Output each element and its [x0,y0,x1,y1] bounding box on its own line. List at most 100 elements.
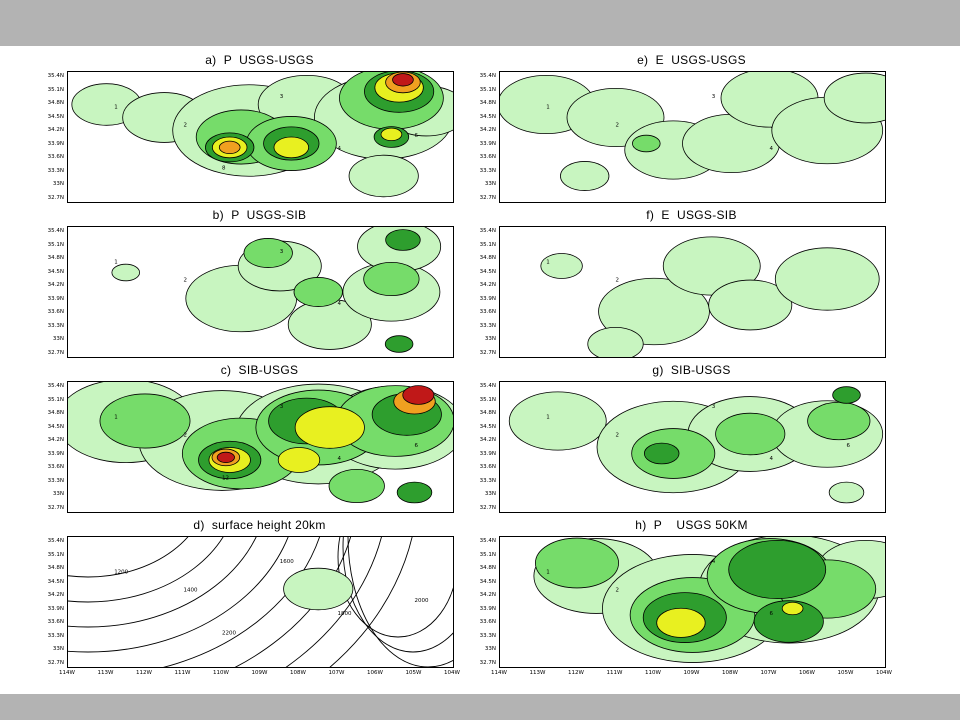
contour-region-level-1 [587,326,644,357]
y-tick-label: 35.4N [47,538,64,544]
contour-value-label: 2 [616,433,620,439]
x-tick-label: 106W [367,670,383,676]
contour-map-svg: 1200 1400 1600 1800 2000 2200 [68,537,453,667]
contour-map-frame: 1 2 4 6 [499,536,886,668]
contour-value-label: 2 [184,123,188,129]
contour-region-level-4 [781,601,804,616]
contour-value-label: 4 [338,301,342,307]
y-tick-label: 33N [52,181,64,188]
x-tick-label: 112W [136,670,152,676]
x-tick-label: 105W [837,670,854,676]
contour-region-level-1 [508,391,607,451]
panel-title: a) P USGS-USGS [205,53,314,67]
contour-region-level-1 [828,481,865,504]
y-tick-label: 33.6N [47,154,64,161]
contour-region-level-3 [384,335,414,353]
x-tick-label: 114W [59,670,75,676]
x-tick-label: 104W [876,670,892,676]
contour-region-level-2 [363,261,420,297]
contour-value-label: 1 [546,259,550,265]
contour-region-level-1 [348,154,419,198]
y-tick-label: 33N [484,336,496,343]
y-tick-label: 33N [52,491,64,498]
y-tick-label: 34.8N [47,565,64,572]
contour-region-level-6 [216,451,235,464]
contour-value-label: 12 [222,476,229,482]
x-tick-label: 106W [799,670,815,676]
contour-region-level-2 [535,537,619,589]
contour-region-level-2 [243,238,293,268]
iso-line [68,537,289,653]
y-tick-label: 33.3N [47,322,64,329]
iso-line [163,537,320,667]
contour-value-label: 3 [280,404,284,410]
contour-region-level-2 [807,401,871,441]
y-tick-label: 33.9N [47,605,64,612]
y-tick-label: 33N [52,646,64,653]
y-tick-label: 33.6N [47,464,64,471]
contour-value-label: 1 [114,414,118,420]
x-tick-label: 107W [328,670,345,676]
y-tick-label: 33.9N [479,295,496,302]
contour-map-svg: 1 2 4 6 [533,537,885,663]
y-tick-label: 32.7N [47,195,64,201]
panel-title: d) surface height 20km [193,518,326,532]
bottom-gray-band [0,694,960,720]
y-tick-label: 35.4N [479,73,496,79]
contour-region-level-1 [283,567,354,611]
contour-value-label: 6 [770,611,774,617]
y-tick-label: 33.9N [479,605,496,612]
y-tick-label: 35.1N [47,551,64,558]
contour-region-level-2 [293,277,343,307]
contour-map-frame: 1 2 3 4 [67,226,454,358]
contour-value-label: 2200 [222,631,236,637]
y-tick-label: 33.9N [47,450,64,457]
y-tick-label: 35.4N [47,73,64,79]
contour-region-level-1 [540,253,583,279]
y-tick-label: 34.5N [479,578,496,585]
y-tick-label: 34.8N [479,565,496,572]
contour-region-level-4 [656,607,706,638]
y-tick-label: 34.2N [479,282,496,289]
x-tick-label: 113W [97,670,114,676]
iso-line [329,537,413,667]
y-tick-label: 34.8N [47,410,64,417]
y-tick-label: 32.7N [479,660,496,666]
contour-value-label: 4 [712,559,716,565]
contour-value-label: 2 [616,588,620,594]
x-tick-label: 107W [760,670,777,676]
contour-region-level-3 [396,481,433,504]
y-tick-label: 33.3N [479,322,496,329]
contour-value-label: 3 [280,94,284,100]
x-tick-label: 112W [568,670,584,676]
y-tick-label: 35.4N [479,538,496,544]
contour-value-label: 4 [338,456,342,462]
y-tick-label: 34.8N [47,100,64,107]
contour-region-level-4 [273,136,310,159]
contour-value-label: 2 [184,278,188,284]
y-tick-label: 33.9N [479,450,496,457]
panel-title: f) E USGS-SIB [646,208,737,222]
contour-value-label: 6 [415,443,419,449]
contour-value-label: 1 [546,569,550,575]
y-tick-label: 33.3N [47,632,64,639]
y-tick-label: 35.1N [479,86,496,93]
y-tick-label: 35.1N [479,241,496,248]
x-tick-label: 105W [405,670,422,676]
y-tick-label: 32.7N [479,505,496,511]
y-tick-label: 33.6N [479,309,496,316]
y-tick-label: 33.9N [47,140,64,147]
contour-value-label: 3 [712,94,716,100]
contour-value-label: 6 [847,443,851,449]
x-tick-label: 110W [213,670,229,676]
y-tick-label: 33N [484,491,496,498]
panel-title: b) P USGS-SIB [212,208,307,222]
y-tick-label: 33N [484,646,496,653]
contour-value-label: 2 [616,123,620,129]
contour-region-level-1 [823,72,885,124]
contour-region-level-4 [380,127,403,142]
y-tick-label: 34.2N [479,437,496,444]
y-tick-label: 34.8N [47,255,64,262]
contour-region-level-6 [392,73,414,87]
